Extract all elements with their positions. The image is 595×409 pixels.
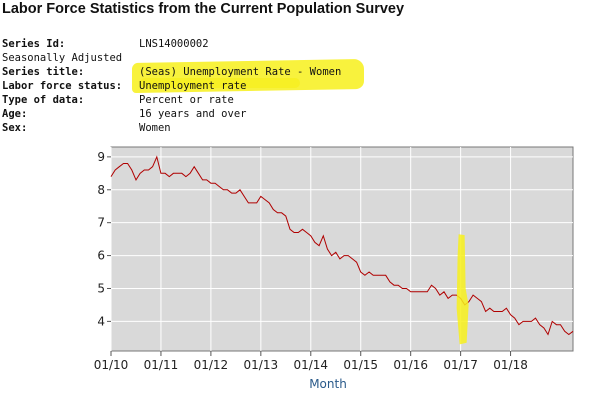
series-line-unemployment-rate-women xyxy=(110,155,574,336)
type-of-data-value: Percent or rate xyxy=(139,94,234,106)
x-tick-label: 01/11 xyxy=(144,358,179,372)
x-tick-label: 01/16 xyxy=(393,358,428,372)
x-tick-label: 01/12 xyxy=(194,358,229,372)
x-tick-label: 01/14 xyxy=(293,358,328,372)
y-tick-label: 5 xyxy=(97,281,105,295)
sex-label: Sex: xyxy=(2,122,28,134)
annotations xyxy=(456,234,469,345)
y-tick-label: 9 xyxy=(97,150,105,164)
highlighter-mark xyxy=(456,234,469,345)
plot-background xyxy=(110,146,574,352)
x-tick-label: 01/15 xyxy=(343,358,378,372)
grid-lines xyxy=(110,147,573,351)
sex-value: Women xyxy=(139,122,171,134)
seasonal-note: Seasonally Adjusted xyxy=(2,52,123,64)
y-tick-label: 6 xyxy=(97,249,105,263)
x-axis: 01/10 01/11 01/12 01/13 01/14 01/15 01/16 01/17… xyxy=(94,351,528,372)
x-tick-label: 01/10 xyxy=(94,358,129,372)
labor-force-status-label: Labor force status: xyxy=(2,80,123,92)
y-tick-label: 7 xyxy=(97,216,105,230)
x-axis-title: Month xyxy=(309,377,347,391)
labor-force-status-value: Unemployment rate xyxy=(139,80,247,92)
series-title-label: Series title: xyxy=(2,66,85,78)
x-tick-label: 01/13 xyxy=(244,358,279,372)
series-title-value: (Seas) Unemployment Rate - Women xyxy=(139,66,342,78)
y-axis: 4 5 6 7 8 9 xyxy=(97,150,111,328)
age-label: Age: xyxy=(2,108,28,120)
y-tick-label: 8 xyxy=(97,183,105,197)
labor-force-status-highlight xyxy=(140,78,300,88)
page-title: Labor Force Statistics from the Current … xyxy=(2,1,405,17)
x-tick-label: 01/17 xyxy=(443,358,478,372)
x-tick-label: 01/18 xyxy=(493,358,528,372)
age-value: 16 years and over xyxy=(139,108,247,120)
series-id-label: Series Id: xyxy=(2,38,66,50)
type-of-data-label: Type of data: xyxy=(2,94,85,106)
y-tick-label: 4 xyxy=(97,314,105,328)
series-id-value: LNS14000002 xyxy=(139,38,209,50)
